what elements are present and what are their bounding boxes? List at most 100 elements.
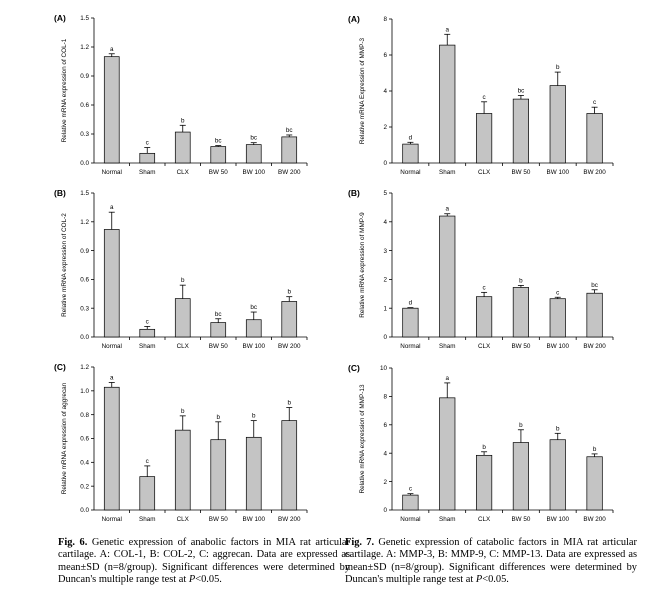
- significance-letter: a: [110, 204, 114, 211]
- x-category-label: BW 50: [209, 343, 228, 350]
- y-tick-label: 0.2: [80, 483, 89, 490]
- figure-6-label: Fig. 6.: [58, 537, 88, 548]
- significance-letter: b: [181, 408, 185, 415]
- x-category-label: CLX: [478, 169, 491, 176]
- significance-letter: c: [146, 458, 149, 465]
- x-category-label: BW 200: [278, 516, 301, 523]
- y-axis-title: Relative mRNA expression of aggrecan: [61, 382, 68, 494]
- bar: [512, 98, 530, 164]
- significance-letter: b: [593, 446, 597, 453]
- y-tick-label: 0.0: [80, 334, 89, 341]
- figure-7-caption: Fig. 7. Genetic expression of catabolic …: [345, 537, 637, 587]
- panel-letter: (A): [54, 13, 66, 23]
- bar: [281, 420, 298, 511]
- x-category-label: CLX: [177, 169, 190, 176]
- y-tick-label: 1.5: [80, 15, 89, 22]
- y-tick-label: 2: [383, 277, 387, 284]
- x-category-label: BW 100: [243, 516, 266, 523]
- bar: [210, 146, 227, 164]
- significance-letter: c: [146, 318, 149, 325]
- bar: [402, 307, 419, 338]
- y-tick-label: 2: [383, 124, 387, 131]
- bar: [245, 319, 262, 338]
- bar: [281, 136, 298, 164]
- y-tick-label: 0.4: [80, 460, 89, 467]
- significance-letter: b: [482, 444, 486, 451]
- y-axis-title: Relative mRNA expression of COL-1: [61, 38, 68, 142]
- x-category-label: BW 50: [209, 516, 228, 523]
- significance-letter: b: [287, 400, 291, 407]
- bar: [549, 85, 566, 164]
- x-category-label: BW 100: [547, 516, 570, 523]
- bar: [586, 292, 603, 338]
- y-tick-label: 8: [383, 16, 387, 23]
- bar: [586, 113, 603, 164]
- y-axis-title: Relative mRNA Expression of MMP-3: [359, 37, 366, 144]
- significance-letter: c: [593, 99, 596, 106]
- bar: [174, 131, 191, 164]
- bar: [512, 287, 530, 338]
- significance-letter: bc: [250, 135, 257, 142]
- y-tick-label: 0.8: [80, 412, 89, 419]
- significance-letter: b: [519, 422, 523, 429]
- x-category-label: BW 200: [278, 169, 301, 176]
- x-category-label: Normal: [102, 516, 122, 523]
- x-category-label: BW 100: [243, 343, 266, 350]
- bar: [210, 322, 227, 338]
- significance-letter: a: [445, 26, 449, 33]
- x-category-label: BW 100: [243, 169, 266, 176]
- figure-7-p-threshold: <0.05.: [482, 574, 509, 586]
- significance-letter: b: [252, 413, 256, 420]
- bar: [439, 44, 456, 164]
- significance-letter: c: [556, 289, 559, 296]
- bar: [245, 436, 262, 511]
- figure-6-p-symbol: P: [188, 574, 196, 586]
- y-tick-label: 1.2: [80, 364, 89, 371]
- panel-letter: (C): [54, 362, 66, 372]
- x-category-label: Sham: [439, 343, 455, 350]
- figure-6-caption-text: Genetic expression of anabolic factors i…: [58, 537, 351, 586]
- y-tick-label: 0.9: [80, 73, 89, 80]
- significance-letter: c: [409, 486, 412, 493]
- x-category-label: BW 50: [511, 343, 530, 350]
- y-tick-label: 4: [383, 88, 387, 95]
- bar: [174, 298, 191, 338]
- figure-7-caption-text: Genetic expression of catabolic factors …: [345, 537, 637, 586]
- bar: [174, 429, 191, 511]
- x-category-label: Sham: [139, 343, 155, 350]
- significance-letter: b: [519, 277, 523, 284]
- y-tick-label: 6: [383, 422, 387, 429]
- bar: [139, 152, 156, 164]
- x-category-label: Normal: [102, 169, 122, 176]
- significance-letter: b: [556, 425, 560, 432]
- y-tick-label: 5: [383, 190, 387, 197]
- x-category-label: BW 200: [583, 169, 606, 176]
- x-category-label: BW 50: [511, 169, 530, 176]
- y-tick-label: 1.5: [80, 190, 89, 197]
- bar: [475, 113, 493, 164]
- bar: [549, 439, 566, 511]
- significance-letter: b: [216, 414, 220, 421]
- y-tick-label: 0.6: [80, 277, 89, 284]
- significance-letter: bc: [215, 138, 222, 145]
- bar: [103, 229, 120, 338]
- y-tick-label: 3: [383, 248, 387, 255]
- bar: [245, 144, 262, 164]
- significance-letter: a: [445, 206, 449, 213]
- panel-letter: (B): [54, 188, 66, 198]
- significance-letter: b: [181, 277, 185, 284]
- x-category-label: BW 50: [209, 169, 228, 176]
- x-category-label: Normal: [400, 169, 420, 176]
- significance-letter: a: [445, 375, 449, 382]
- x-category-label: BW 100: [547, 343, 570, 350]
- bar: [475, 296, 493, 338]
- x-category-label: CLX: [177, 343, 190, 350]
- bar: [512, 442, 530, 511]
- y-tick-label: 0.9: [80, 248, 89, 255]
- y-axis-title: Relative mRNA expression of COL-2: [61, 213, 68, 317]
- bar: [586, 456, 603, 511]
- y-tick-label: 0: [383, 160, 387, 167]
- x-category-label: CLX: [478, 516, 491, 523]
- significance-letter: b: [287, 289, 291, 296]
- significance-letter: bc: [250, 304, 257, 311]
